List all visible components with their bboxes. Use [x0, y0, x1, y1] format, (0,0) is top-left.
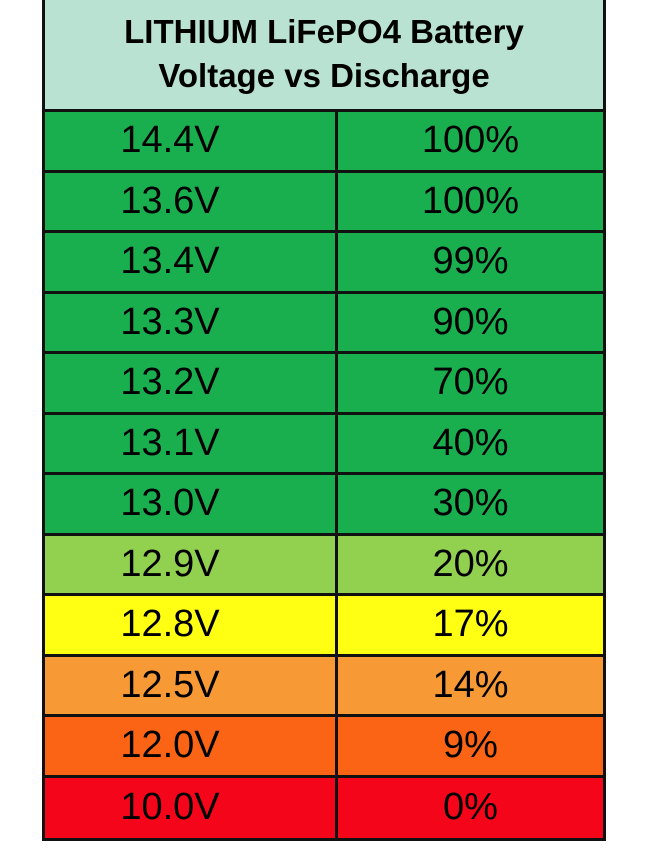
charge-cell: 20%: [432, 542, 509, 585]
voltage-cell: 13.1V: [45, 414, 338, 472]
title-line-1: LITHIUM LiFePO4 Battery: [124, 13, 524, 50]
charge-cell: 100%: [421, 119, 520, 162]
voltage-cell: 12.0V: [45, 717, 338, 775]
voltage-cell: 12.5V: [45, 656, 338, 714]
table-row: 12.0V 9%: [45, 717, 603, 778]
voltage-cell: 12.9V: [45, 535, 338, 593]
table-title: LITHIUM LiFePO4 Battery Voltage vs Disch…: [45, 0, 603, 112]
voltage-cell: 14.4V: [45, 112, 338, 170]
table-row: 13.1V 40%: [45, 414, 603, 475]
table-row: 10.0V 0%: [45, 777, 603, 838]
voltage-cell: 13.3V: [45, 293, 338, 351]
table-row: 12.5V 14%: [45, 656, 603, 717]
voltage-cell: 13.0V: [45, 475, 338, 533]
charge-cell: 0%: [443, 786, 498, 829]
table-row: 13.3V 90%: [45, 293, 603, 354]
charge-cell: 40%: [432, 421, 509, 464]
title-line-2: Voltage vs Discharge: [158, 57, 490, 94]
table-row: 13.0V 30%: [45, 475, 603, 536]
charge-cell: 90%: [432, 300, 509, 343]
table-row: 14.4V 100%: [45, 112, 603, 173]
voltage-discharge-table: LITHIUM LiFePO4 Battery Voltage vs Disch…: [42, 0, 606, 841]
table-body: 14.4V 100% 13.6V 100% 13.4V 99% 13.3V 90% 13.2V 7…: [45, 112, 603, 838]
voltage-cell: 10.0V: [45, 777, 338, 838]
charge-cell: 14%: [432, 663, 509, 706]
table-row: 13.6V 100%: [45, 172, 603, 233]
charge-cell: 70%: [432, 361, 509, 404]
charge-cell: 99%: [432, 240, 509, 283]
voltage-cell: 13.6V: [45, 172, 338, 230]
table-row: 12.8V 17%: [45, 596, 603, 657]
charge-cell: 100%: [421, 179, 520, 222]
voltage-cell: 13.4V: [45, 233, 338, 291]
table-row: 13.2V 70%: [45, 354, 603, 415]
charge-cell: 30%: [432, 482, 509, 525]
charge-cell: 9%: [443, 724, 498, 767]
table-row: 12.9V 20%: [45, 535, 603, 596]
voltage-cell: 12.8V: [45, 596, 338, 654]
table-row: 13.4V 99%: [45, 233, 603, 294]
charge-cell: 17%: [432, 603, 509, 646]
voltage-cell: 13.2V: [45, 354, 338, 412]
